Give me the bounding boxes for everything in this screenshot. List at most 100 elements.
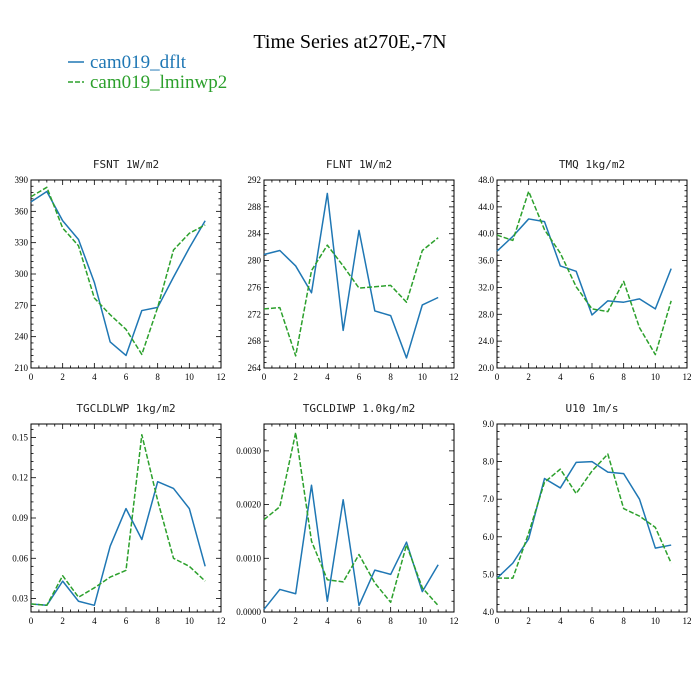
- y-tick-label: 36.0: [478, 256, 494, 266]
- y-tick-label: 240: [15, 332, 29, 342]
- panel-tgcldlwp-line-cam019-lminwp2: [30, 433, 206, 607]
- panel-tgcldiwp-line-cam019-lminwp2: [263, 431, 439, 607]
- panel-tmq-frame: [496, 179, 688, 369]
- panel-u10-title: U10 1m/s: [566, 402, 619, 415]
- y-tick-label: 272: [248, 309, 262, 319]
- x-tick-label: 6: [357, 372, 362, 382]
- x-tick-label: 8: [155, 372, 160, 382]
- y-tick-label: 0.0000: [236, 607, 261, 617]
- y-tick-label: 330: [15, 238, 29, 248]
- panel-grid: FSNT 1W/m20 2 4 6 8 10 12210240270300330360390…: [12, 158, 691, 626]
- x-tick-label: 8: [388, 616, 393, 626]
- x-tick-label: 0: [262, 616, 267, 626]
- x-tick-label: 10: [185, 372, 195, 382]
- y-tick-label: 20.0: [478, 363, 494, 373]
- x-tick-label: 0: [495, 616, 500, 626]
- x-tick-label: 8: [621, 616, 626, 626]
- panel-fsnt-line-cam019-lminwp2: [30, 186, 206, 356]
- y-tick-label: 390: [15, 175, 29, 185]
- panel-tmq-title: TMQ 1kg/m2: [559, 158, 625, 171]
- panel-flnt-line-cam019-lminwp2: [263, 237, 439, 357]
- x-tick-label: 4: [558, 616, 563, 626]
- y-tick-label: 48.0: [478, 175, 494, 185]
- x-tick-label: 2: [526, 372, 531, 382]
- panel-tgcldlwp: TGCLDLWP 1kg/m2 0 2 4 6 8 10 12 0.03 0.06 0.09 0.12…: [12, 402, 225, 626]
- panel-fsnt-title: FSNT 1W/m2: [93, 158, 159, 171]
- x-tick-label: 12: [683, 616, 692, 626]
- x-tick-label: 2: [293, 616, 298, 626]
- x-tick-label: 2: [293, 372, 298, 382]
- panel-u10-line-cam019-lminwp2: [497, 453, 672, 579]
- legend-label-cam019-lminwp2: cam019_lminwp2: [90, 72, 227, 93]
- x-tick-label: 2: [60, 372, 65, 382]
- x-tick-label: 12: [217, 616, 226, 626]
- x-tick-label: 0: [495, 372, 500, 382]
- y-tick-label: 210: [15, 363, 29, 373]
- y-tick-label: 270: [15, 300, 29, 310]
- x-tick-label: 6: [590, 616, 595, 626]
- y-tick-label: 0.03: [12, 594, 28, 604]
- x-tick-label: 6: [590, 372, 595, 382]
- x-tick-label: 4: [325, 616, 330, 626]
- y-tick-label: 5.0: [483, 569, 495, 579]
- panel-flnt-line-cam019-dflt: [263, 192, 439, 359]
- x-tick-label: 12: [217, 372, 226, 382]
- y-tick-label: 0.06: [12, 553, 28, 563]
- x-tick-label: 4: [558, 372, 563, 382]
- x-tick-label: 12: [683, 372, 692, 382]
- x-tick-label: 4: [92, 372, 97, 382]
- y-tick-label: 300: [15, 269, 29, 279]
- panel-fsnt-frame: [30, 179, 222, 369]
- panel-tgcldiwp-line-cam019-dflt: [263, 484, 439, 610]
- x-tick-label: 6: [124, 372, 129, 382]
- y-tick-label: 0.0020: [236, 500, 261, 510]
- x-tick-label: 10: [651, 372, 661, 382]
- panel-tgcldlwp-title: TGCLDLWP 1kg/m2: [76, 402, 175, 415]
- panel-tgcldiwp: TGCLDIWP 1.0kg/m2 0 2 4 6 8 10 12 0.0000 0.0010 0.…: [236, 402, 458, 626]
- y-tick-label: 0.09: [12, 513, 28, 523]
- panel-flnt-frame: [263, 179, 455, 369]
- y-tick-label: 4.0: [483, 607, 495, 617]
- y-tick-label: 276: [248, 282, 262, 292]
- x-tick-label: 0: [29, 616, 34, 626]
- y-tick-label: 288: [248, 202, 262, 212]
- y-tick-label: 264: [248, 363, 262, 373]
- panel-tgcldiwp-frame: [263, 423, 455, 613]
- y-tick-label: 0.12: [12, 473, 28, 483]
- y-tick-label: 0.0010: [236, 553, 261, 563]
- y-tick-label: 44.0: [478, 202, 494, 212]
- panel-fsnt: FSNT 1W/m2 0 2 4 6 8 10 12 210 240 270 300 330 360 390: [15, 158, 226, 382]
- y-tick-label: 268: [248, 336, 262, 346]
- y-tick-label: 9.0: [483, 419, 495, 429]
- x-tick-label: 2: [60, 616, 65, 626]
- x-tick-label: 12: [450, 372, 459, 382]
- x-tick-label: 0: [262, 372, 267, 382]
- x-tick-label: 2: [526, 616, 531, 626]
- y-tick-label: 7.0: [483, 494, 495, 504]
- legend-label-cam019-dflt: cam019_dflt: [90, 52, 187, 73]
- x-tick-label: 10: [418, 372, 428, 382]
- panel-flnt-title: FLNT 1W/m2: [326, 158, 392, 171]
- x-tick-label: 10: [651, 616, 661, 626]
- panel-tgcldiwp-title: TGCLDIWP 1.0kg/m2: [303, 402, 416, 415]
- y-tick-label: 40.0: [478, 229, 494, 239]
- x-tick-label: 6: [357, 616, 362, 626]
- y-tick-label: 8.0: [483, 457, 495, 467]
- x-tick-label: 12: [450, 616, 459, 626]
- x-tick-label: 8: [388, 372, 393, 382]
- x-tick-label: 0: [29, 372, 34, 382]
- x-tick-label: 4: [325, 372, 330, 382]
- panel-fsnt-line-cam019-dflt: [30, 190, 206, 357]
- y-tick-label: 24.0: [478, 336, 494, 346]
- y-tick-label: 0.0030: [236, 446, 261, 456]
- y-tick-label: 28.0: [478, 309, 494, 319]
- y-tick-label: 280: [248, 256, 262, 266]
- y-tick-label: 284: [248, 229, 262, 239]
- legend: cam019_dflt cam019_lminwp2: [68, 52, 227, 93]
- panel-tmq: TMQ 1kg/m2 0 2 4 6 8 10 12 20.0 24.0 28.0 32.0 36.0 4…: [478, 158, 691, 382]
- x-tick-label: 8: [155, 616, 160, 626]
- panel-tmq-line-cam019-dflt: [496, 218, 672, 316]
- panel-u10: U10 1m/s 0 2 4 6 8 10 12 4.0 5.0 6.0 7.0 8.0 9.0: [483, 402, 692, 626]
- y-tick-label: 292: [248, 175, 262, 185]
